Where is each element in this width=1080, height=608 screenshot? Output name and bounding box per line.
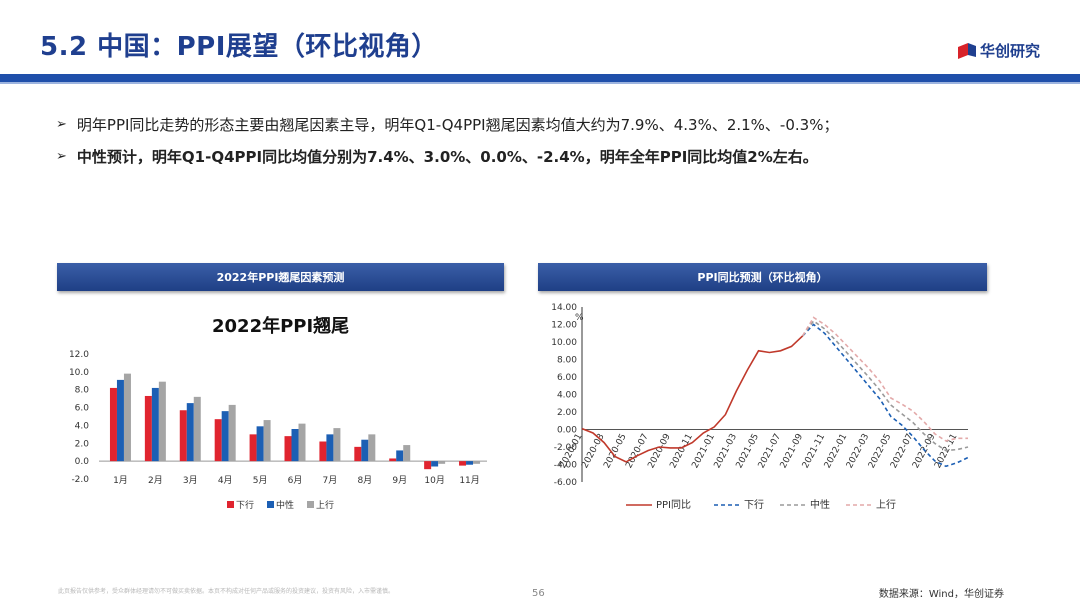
bar-下行 xyxy=(109,387,117,462)
page-title: 5.2 中国：PPI展望（环比视角） xyxy=(40,32,438,62)
bar-下行 xyxy=(249,434,257,462)
x-tick-label: 3月 xyxy=(183,475,198,486)
bar-下行 xyxy=(284,436,292,462)
bar-上行 xyxy=(193,396,201,462)
bar-上行 xyxy=(473,461,481,464)
y-tick-label: 14.00 xyxy=(551,303,577,313)
bar-下行 xyxy=(179,410,187,462)
bar-中性 xyxy=(466,461,474,465)
bar-下行 xyxy=(144,395,152,462)
x-tick-label: 1月 xyxy=(113,475,128,486)
legend-swatch xyxy=(307,501,314,508)
bullet-text: 中性预计，明年Q1-Q4PPI同比均值分别为7.4%、3.0%、0.0%、-2.… xyxy=(76,148,818,166)
brand-logo: 华创研究 xyxy=(957,40,1040,61)
legend-label: PPI同比 xyxy=(656,499,691,511)
legend-label: 上行 xyxy=(876,498,896,511)
bullet-text: 明年PPI同比走势的形态主要由翘尾因素主导，明年Q1-Q4PPI翘尾因素均值大约… xyxy=(76,116,839,134)
page-number: 56 xyxy=(532,588,545,599)
bar-中性 xyxy=(361,439,369,462)
bar-下行 xyxy=(354,446,362,462)
bar-中性 xyxy=(431,461,439,467)
y-tick-label: 12.0 xyxy=(69,350,89,360)
left-panel-header: 2022年PPI翘尾因素预测 xyxy=(57,263,504,291)
y-tick-label: -6.00 xyxy=(554,478,578,488)
right-panel-header: PPI同比预测（环比视角） xyxy=(538,263,987,291)
bar-中性 xyxy=(186,403,194,462)
bar-中性 xyxy=(151,387,159,462)
x-tick-label: 11月 xyxy=(459,475,479,486)
header-band xyxy=(0,74,1080,82)
bar-上行 xyxy=(158,381,166,462)
bar-中性 xyxy=(256,426,264,462)
x-tick-label: 8月 xyxy=(357,475,372,486)
bar-中性 xyxy=(396,450,404,462)
bar-下行 xyxy=(319,441,327,462)
bar-中性 xyxy=(221,411,229,462)
legend-swatch xyxy=(227,501,234,508)
logo-icon xyxy=(957,42,976,59)
y-tick-label: 12.00 xyxy=(551,321,577,331)
series-line-中性 xyxy=(801,319,969,452)
line-chart: 14.00 12.00 10.00 8.00 6.00 4.00 2.00 0.00 -2.00… xyxy=(551,303,969,511)
y-axis-unit: % xyxy=(575,313,584,323)
x-tick-label: 5月 xyxy=(253,475,268,486)
x-tick-label: 6月 xyxy=(288,475,303,486)
x-tick-label: 9月 xyxy=(392,475,407,486)
bar-下行 xyxy=(424,461,432,470)
y-tick-label: 4.0 xyxy=(75,421,90,431)
logo-text: 华创研究 xyxy=(979,42,1040,60)
y-tick-label: 8.0 xyxy=(75,386,90,396)
y-tick-label: 10.0 xyxy=(69,368,89,378)
legend-label: 上行 xyxy=(316,499,334,511)
bar-上行 xyxy=(263,420,271,462)
arrow-right-icon: ➢ xyxy=(56,117,67,132)
y-tick-label: 6.0 xyxy=(75,404,90,414)
legend-label: 下行 xyxy=(236,499,254,511)
bar-中性 xyxy=(326,434,334,462)
legend-swatch xyxy=(267,501,274,508)
bar-上行 xyxy=(333,428,341,462)
y-tick-label: 4.00 xyxy=(557,391,577,401)
bar-上行 xyxy=(403,445,411,462)
series-line-下行 xyxy=(802,323,969,468)
bar-chart: 12.0 10.0 8.0 6.0 4.0 2.0 0.0 -2.0 1月 2月 3月 4月 5月 6月 7… xyxy=(69,350,487,511)
bar-下行 xyxy=(459,461,467,466)
y-tick-label: -2.00 xyxy=(554,443,578,453)
y-tick-label: 2.0 xyxy=(75,439,90,449)
x-tick-label: 4月 xyxy=(218,475,233,486)
x-tick-label: 10月 xyxy=(424,475,444,486)
bullet-item: ➢ 明年PPI同比走势的形态主要由翘尾因素主导，明年Q1-Q4PPI翘尾因素均值… xyxy=(56,114,838,135)
bar-下行 xyxy=(389,458,397,462)
header-band-shadow xyxy=(0,82,1080,84)
bar-上行 xyxy=(228,404,236,462)
bar-chart-title: 2022年PPI翘尾 xyxy=(212,316,350,337)
series-line-PPI同比 xyxy=(581,335,804,463)
series-line-上行 xyxy=(801,316,968,442)
y-tick-label: -2.0 xyxy=(71,475,89,485)
arrow-right-icon: ➢ xyxy=(56,149,67,164)
bar-中性 xyxy=(291,429,299,462)
y-tick-label: 2.00 xyxy=(557,408,577,418)
data-source: 数据来源：Wind，华创证券 xyxy=(878,589,1004,600)
x-tick-label: 7月 xyxy=(323,475,338,486)
y-tick-label: 6.00 xyxy=(557,373,577,383)
bar-上行 xyxy=(438,461,446,464)
bar-下行 xyxy=(214,419,222,462)
y-tick-label: -4.00 xyxy=(554,461,578,471)
y-tick-label: 0.00 xyxy=(557,426,577,436)
x-tick-label: 2月 xyxy=(148,475,163,486)
bar-上行 xyxy=(368,434,376,462)
legend-label: 下行 xyxy=(744,498,764,511)
y-tick-label: 10.00 xyxy=(551,338,577,348)
bar-上行 xyxy=(123,373,131,462)
y-tick-label: 8.00 xyxy=(557,356,577,366)
bar-中性 xyxy=(116,379,124,462)
legend-label: 中性 xyxy=(276,499,294,511)
y-tick-label: 0.0 xyxy=(75,457,90,467)
disclaimer: 此页报告仅供参考，受众群体经理请勿不可做买卖依据。本页不构成对任何产品或服务的投… xyxy=(58,588,395,595)
bullet-item: ➢ 中性预计，明年Q1-Q4PPI同比均值分别为7.4%、3.0%、0.0%、-… xyxy=(56,146,818,167)
bar-上行 xyxy=(298,423,306,462)
legend-label: 中性 xyxy=(810,498,830,511)
